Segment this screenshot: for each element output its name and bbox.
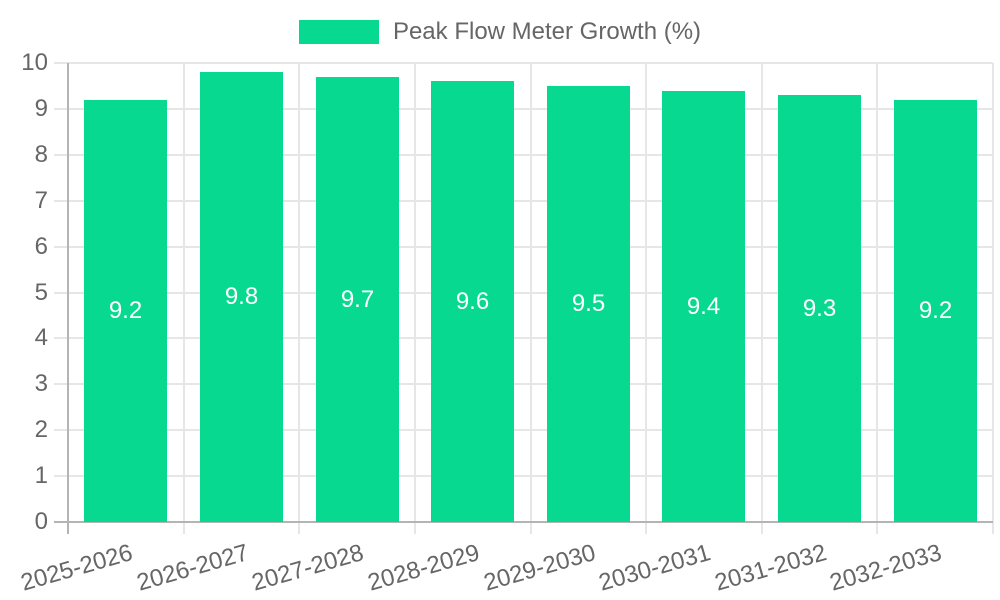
y-tick-mark [54,246,68,248]
x-tick-mark [761,522,763,534]
x-tick-mark [298,522,300,534]
y-tick-label: 3 [34,370,48,397]
x-tick-label: 2025-2026 [17,539,136,597]
gridline-v [183,63,185,522]
bar[interactable] [431,81,514,522]
x-tick-label: 2032-2033 [827,539,946,597]
y-tick-label: 1 [34,462,48,489]
gridline-v [876,63,878,522]
bar[interactable] [84,100,167,522]
y-tick-mark [54,62,68,64]
gridline-v [414,63,416,522]
gridline-v [992,63,994,522]
x-tick-label: 2029-2030 [480,539,599,597]
y-tick-mark [54,383,68,385]
x-tick-mark [414,522,416,534]
bar-value-label: 9.5 [571,290,606,317]
y-tick-mark [54,429,68,431]
bar-value-label: 9.3 [802,295,837,322]
y-tick-label: 0 [34,508,48,535]
bar[interactable] [547,86,630,522]
y-tick-label: 6 [34,233,48,260]
x-axis-line [54,521,993,523]
y-tick-mark [54,108,68,110]
x-tick-mark [530,522,532,534]
legend-label: Peak Flow Meter Growth (%) [392,18,702,45]
bar[interactable] [894,100,977,522]
bar-value-label: 9.2 [108,297,143,324]
gridline-v [298,63,300,522]
bar[interactable] [778,95,861,522]
x-tick-label: 2030-2031 [596,539,714,597]
y-tick-mark [54,154,68,156]
x-tick-label: 2026-2027 [133,539,252,597]
legend-item[interactable]: Peak Flow Meter Growth (%) [298,18,702,46]
y-tick-mark [54,200,68,202]
gridline-v [530,63,532,522]
x-tick-mark [992,522,994,534]
y-tick-label: 5 [34,279,48,306]
legend-swatch [298,20,379,44]
bar[interactable] [200,72,283,522]
y-tick-label: 2 [34,416,48,443]
x-tick-label: 2028-2029 [364,539,483,597]
bar-value-label: 9.4 [686,293,721,320]
legend: Peak Flow Meter Growth (%) [0,18,1000,46]
x-tick-label: 2027-2028 [249,539,367,597]
bar[interactable] [662,91,745,522]
y-tick-mark [54,475,68,477]
y-tick-label: 9 [34,95,48,122]
bar-value-label: 9.7 [340,286,375,313]
y-tick-mark [54,337,68,339]
bar-value-label: 9.8 [224,283,259,310]
y-tick-label: 8 [34,141,48,168]
x-tick-mark [645,522,647,534]
bar-value-label: 9.6 [455,288,490,315]
y-tick-label: 4 [34,324,48,351]
x-tick-mark [183,522,185,534]
x-tick-mark [876,522,878,534]
gridline-v [761,63,763,522]
bar-value-label: 9.2 [918,297,953,324]
x-tick-label: 2031-2032 [711,539,830,597]
y-tick-label: 10 [21,49,48,76]
bar[interactable] [316,77,399,522]
y-tick-mark [54,292,68,294]
y-tick-label: 7 [34,187,48,214]
gridline-v [645,63,647,522]
y-axis-line [67,63,69,534]
